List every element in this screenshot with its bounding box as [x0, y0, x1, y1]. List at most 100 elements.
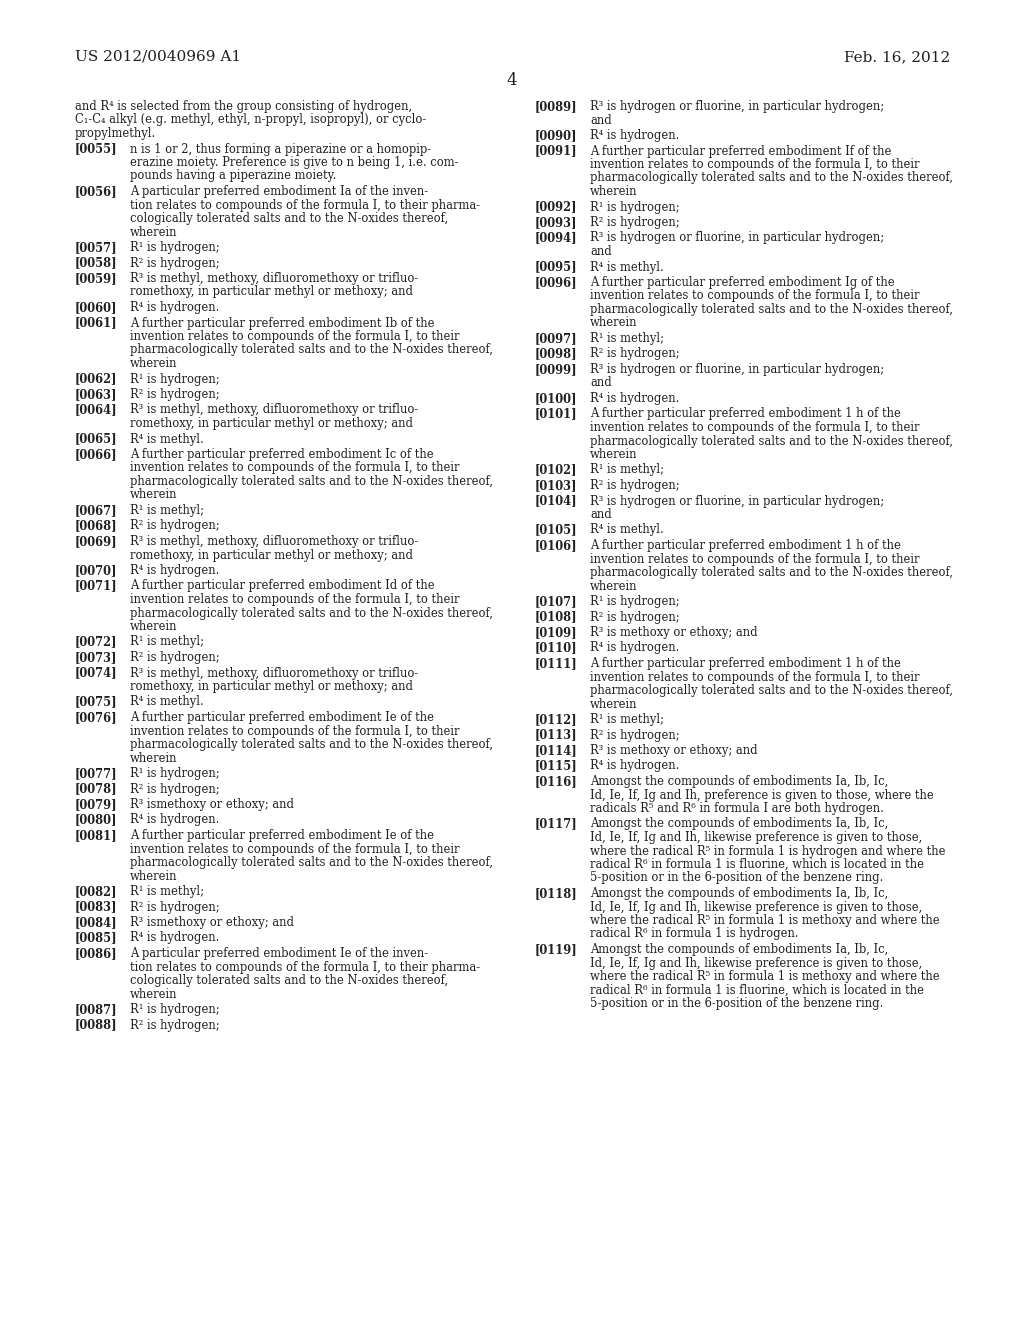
Text: A further particular preferred embodiment If of the: A further particular preferred embodimen…	[590, 144, 891, 157]
Text: pounds having a piperazine moiety.: pounds having a piperazine moiety.	[130, 169, 336, 182]
Text: wherein: wherein	[130, 226, 177, 239]
Text: where the radical R⁵ in formula 1 is methoxy and where the: where the radical R⁵ in formula 1 is met…	[590, 970, 940, 983]
Text: [0117]: [0117]	[535, 817, 578, 830]
Text: [0079]: [0079]	[75, 799, 118, 810]
Text: R⁴ is methyl.: R⁴ is methyl.	[130, 433, 204, 446]
Text: erazine moiety. Preference is give to n being 1, i.e. com-: erazine moiety. Preference is give to n …	[130, 156, 459, 169]
Text: invention relates to compounds of the formula I, to their: invention relates to compounds of the fo…	[130, 330, 460, 343]
Text: R³ is hydrogen or fluorine, in particular hydrogen;: R³ is hydrogen or fluorine, in particula…	[590, 100, 884, 114]
Text: tion relates to compounds of the formula I, to their pharma-: tion relates to compounds of the formula…	[130, 961, 480, 974]
Text: [0114]: [0114]	[535, 744, 578, 756]
Text: A further particular preferred embodiment Ic of the: A further particular preferred embodimen…	[130, 447, 433, 461]
Text: [0087]: [0087]	[75, 1003, 118, 1016]
Text: 5-position or in the 6-position of the benzene ring.: 5-position or in the 6-position of the b…	[590, 871, 884, 884]
Text: A further particular preferred embodiment 1 h of the: A further particular preferred embodimen…	[590, 657, 901, 671]
Text: [0093]: [0093]	[535, 216, 578, 228]
Text: [0070]: [0070]	[75, 564, 118, 577]
Text: [0062]: [0062]	[75, 372, 118, 385]
Text: [0086]: [0086]	[75, 946, 118, 960]
Text: radical R⁶ in formula 1 is fluorine, which is located in the: radical R⁶ in formula 1 is fluorine, whi…	[590, 858, 924, 871]
Text: R³ ismethoxy or ethoxy; and: R³ ismethoxy or ethoxy; and	[130, 916, 294, 929]
Text: R¹ is hydrogen;: R¹ is hydrogen;	[130, 767, 219, 780]
Text: R² is hydrogen;: R² is hydrogen;	[130, 256, 219, 269]
Text: US 2012/0040969 A1: US 2012/0040969 A1	[75, 50, 241, 63]
Text: [0100]: [0100]	[535, 392, 578, 405]
Text: pharmacologically tolerated salts and to the N-oxides thereof,: pharmacologically tolerated salts and to…	[130, 343, 493, 356]
Text: where the radical R⁵ in formula 1 is hydrogen and where the: where the radical R⁵ in formula 1 is hyd…	[590, 845, 945, 858]
Text: wherein: wherein	[590, 185, 638, 198]
Text: R¹ is methyl;: R¹ is methyl;	[590, 713, 664, 726]
Text: [0089]: [0089]	[535, 100, 578, 114]
Text: wherein: wherein	[130, 987, 177, 1001]
Text: R⁴ is hydrogen.: R⁴ is hydrogen.	[590, 759, 679, 772]
Text: Id, Ie, If, Ig and Ih, preference is given to those, where the: Id, Ie, If, Ig and Ih, preference is giv…	[590, 788, 934, 801]
Text: invention relates to compounds of the formula I, to their: invention relates to compounds of the fo…	[130, 842, 460, 855]
Text: A further particular preferred embodiment Ib of the: A further particular preferred embodimen…	[130, 317, 434, 330]
Text: R⁴ is hydrogen.: R⁴ is hydrogen.	[130, 564, 219, 577]
Text: [0116]: [0116]	[535, 775, 578, 788]
Text: pharmacologically tolerated salts and to the N-oxides thereof,: pharmacologically tolerated salts and to…	[130, 855, 493, 869]
Text: n is 1 or 2, thus forming a piperazine or a homopip-: n is 1 or 2, thus forming a piperazine o…	[130, 143, 431, 156]
Text: A further particular preferred embodiment 1 h of the: A further particular preferred embodimen…	[590, 539, 901, 552]
Text: [0106]: [0106]	[535, 539, 578, 552]
Text: [0101]: [0101]	[535, 408, 578, 421]
Text: R⁴ is hydrogen.: R⁴ is hydrogen.	[590, 642, 679, 655]
Text: [0094]: [0094]	[535, 231, 578, 244]
Text: Id, Ie, If, Ig and Ih, likewise preference is given to those,: Id, Ie, If, Ig and Ih, likewise preferen…	[590, 900, 923, 913]
Text: invention relates to compounds of the formula I, to their: invention relates to compounds of the fo…	[590, 289, 920, 302]
Text: [0055]: [0055]	[75, 143, 118, 156]
Text: invention relates to compounds of the formula I, to their: invention relates to compounds of the fo…	[130, 725, 460, 738]
Text: [0074]: [0074]	[75, 667, 118, 680]
Text: [0112]: [0112]	[535, 713, 578, 726]
Text: [0071]: [0071]	[75, 579, 118, 593]
Text: pharmacologically tolerated salts and to the N-oxides thereof,: pharmacologically tolerated salts and to…	[590, 304, 953, 315]
Text: wherein: wherein	[590, 579, 638, 593]
Text: invention relates to compounds of the formula I, to their: invention relates to compounds of the fo…	[130, 593, 460, 606]
Text: R¹ is hydrogen;: R¹ is hydrogen;	[130, 242, 219, 253]
Text: [0061]: [0061]	[75, 317, 118, 330]
Text: C₁-C₄ alkyl (e.g. methyl, ethyl, n-propyl, isopropyl), or cyclo-: C₁-C₄ alkyl (e.g. methyl, ethyl, n-propy…	[75, 114, 426, 127]
Text: [0104]: [0104]	[535, 495, 578, 507]
Text: R¹ is hydrogen;: R¹ is hydrogen;	[590, 595, 680, 609]
Text: [0084]: [0084]	[75, 916, 118, 929]
Text: [0056]: [0056]	[75, 185, 118, 198]
Text: R³ is methoxy or ethoxy; and: R³ is methoxy or ethoxy; and	[590, 626, 758, 639]
Text: wherein: wherein	[130, 488, 177, 502]
Text: A particular preferred embodiment Ie of the inven-: A particular preferred embodiment Ie of …	[130, 946, 428, 960]
Text: R⁴ is hydrogen.: R⁴ is hydrogen.	[130, 813, 219, 826]
Text: wherein: wherein	[130, 870, 177, 883]
Text: 4: 4	[507, 73, 517, 88]
Text: [0075]: [0075]	[75, 696, 118, 709]
Text: wherein: wherein	[130, 356, 177, 370]
Text: R³ is methyl, methoxy, difluoromethoxy or trifluo-: R³ is methyl, methoxy, difluoromethoxy o…	[130, 667, 418, 680]
Text: R⁴ is hydrogen.: R⁴ is hydrogen.	[590, 392, 679, 405]
Text: R² is hydrogen;: R² is hydrogen;	[590, 347, 680, 360]
Text: [0088]: [0088]	[75, 1019, 118, 1031]
Text: R¹ is hydrogen;: R¹ is hydrogen;	[130, 1003, 219, 1016]
Text: and: and	[590, 246, 611, 257]
Text: invention relates to compounds of the formula I, to their: invention relates to compounds of the fo…	[590, 421, 920, 434]
Text: R¹ is methyl;: R¹ is methyl;	[590, 463, 664, 477]
Text: romethoxy, in particular methyl or methoxy; and: romethoxy, in particular methyl or metho…	[130, 549, 413, 561]
Text: Amongst the compounds of embodiments Ia, Ib, Ic,: Amongst the compounds of embodiments Ia,…	[590, 775, 888, 788]
Text: [0058]: [0058]	[75, 256, 118, 269]
Text: [0109]: [0109]	[535, 626, 578, 639]
Text: romethoxy, in particular methyl or methoxy; and: romethoxy, in particular methyl or metho…	[130, 285, 413, 298]
Text: pharmacologically tolerated salts and to the N-oxides thereof,: pharmacologically tolerated salts and to…	[590, 684, 953, 697]
Text: R⁴ is methyl.: R⁴ is methyl.	[590, 260, 664, 273]
Text: R² is hydrogen;: R² is hydrogen;	[130, 783, 219, 796]
Text: R¹ is methyl;: R¹ is methyl;	[590, 333, 664, 345]
Text: propylmethyl.: propylmethyl.	[75, 127, 157, 140]
Text: R³ is methyl, methoxy, difluoromethoxy or trifluo-: R³ is methyl, methoxy, difluoromethoxy o…	[130, 272, 418, 285]
Text: [0081]: [0081]	[75, 829, 118, 842]
Text: radical R⁶ in formula 1 is fluorine, which is located in the: radical R⁶ in formula 1 is fluorine, whi…	[590, 983, 924, 997]
Text: pharmacologically tolerated salts and to the N-oxides thereof,: pharmacologically tolerated salts and to…	[130, 738, 493, 751]
Text: [0067]: [0067]	[75, 504, 118, 517]
Text: R⁴ is hydrogen.: R⁴ is hydrogen.	[590, 129, 679, 143]
Text: [0078]: [0078]	[75, 783, 118, 796]
Text: [0085]: [0085]	[75, 932, 118, 945]
Text: R⁴ is methyl.: R⁴ is methyl.	[590, 524, 664, 536]
Text: [0077]: [0077]	[75, 767, 118, 780]
Text: [0091]: [0091]	[535, 144, 578, 157]
Text: [0060]: [0060]	[75, 301, 118, 314]
